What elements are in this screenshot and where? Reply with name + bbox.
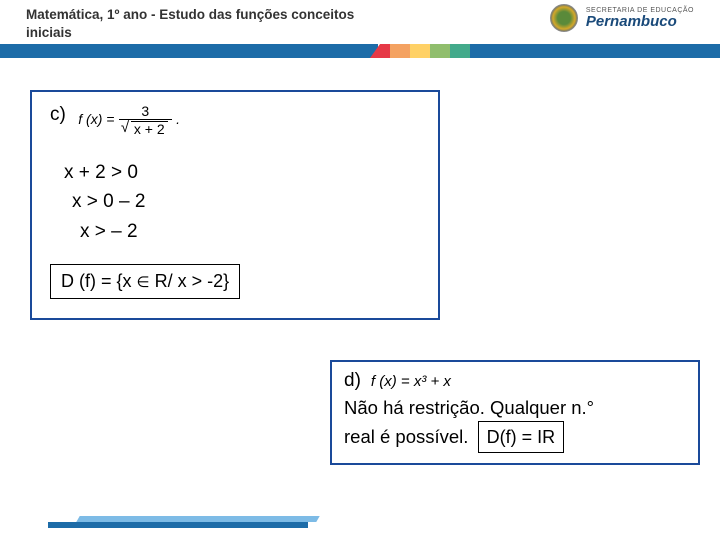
state-seal-icon xyxy=(550,4,578,32)
item-d-formula: f (x) = x³ + x xyxy=(371,373,451,390)
item-c-formula: f (x) = 3 x + 2 . xyxy=(78,104,180,142)
page-title: Matemática, 1º ano - Estudo das funções … xyxy=(26,6,366,41)
logo-text: SECRETARIA DE EDUCAÇÃO Pernambuco xyxy=(586,7,694,29)
item-c-header: c) f (x) = 3 x + 2 . xyxy=(50,104,420,142)
step-line: x > 0 – 2 xyxy=(64,187,420,216)
header: Matemática, 1º ano - Estudo das funções … xyxy=(0,0,720,58)
numerator: 3 xyxy=(119,104,172,120)
element-of-icon: ∈ xyxy=(137,274,150,291)
logo-title: Pernambuco xyxy=(586,14,694,29)
radicand: x + 2 xyxy=(131,121,168,136)
step-line: x > – 2 xyxy=(64,217,420,246)
d-text-line2: real é possível. xyxy=(344,426,468,447)
item-c-steps: x + 2 > 0 x > 0 – 2 x > – 2 xyxy=(64,158,420,246)
fraction: 3 x + 2 xyxy=(119,104,172,136)
sqrt-icon: x + 2 xyxy=(123,121,168,136)
formula-trail: . xyxy=(176,111,180,127)
item-d-box: d) f (x) = x³ + x Não há restrição. Qual… xyxy=(330,360,700,465)
answer-text-pre: D (f) = {x xyxy=(61,271,137,291)
footer-bar-dark xyxy=(48,522,308,528)
item-c-label: c) xyxy=(50,104,66,126)
item-c-box: c) f (x) = 3 x + 2 . x + 2 > 0 x > 0 – 2… xyxy=(30,90,440,320)
denominator: x + 2 xyxy=(119,120,172,136)
item-d-text: Não há restrição. Qualquer n.° real é po… xyxy=(344,396,686,453)
step-line: x + 2 > 0 xyxy=(64,158,420,187)
formula-lhs: f (x) = xyxy=(78,111,114,127)
item-c-answer: D (f) = {x ∈ R/ x > -2} xyxy=(50,264,240,299)
footer-accent xyxy=(48,506,348,528)
answer-text-post: R/ x > -2} xyxy=(150,271,230,291)
header-accent-left xyxy=(0,44,378,58)
title-container: Matemática, 1º ano - Estudo das funções … xyxy=(26,6,366,46)
item-d-header: d) f (x) = x³ + x xyxy=(344,370,686,392)
item-d-label: d) xyxy=(344,370,361,392)
logo-area: SECRETARIA DE EDUCAÇÃO Pernambuco xyxy=(550,4,694,32)
item-d-answer: D(f) = IR xyxy=(478,421,565,453)
d-text-line1: Não há restrição. Qualquer n.° xyxy=(344,397,594,418)
